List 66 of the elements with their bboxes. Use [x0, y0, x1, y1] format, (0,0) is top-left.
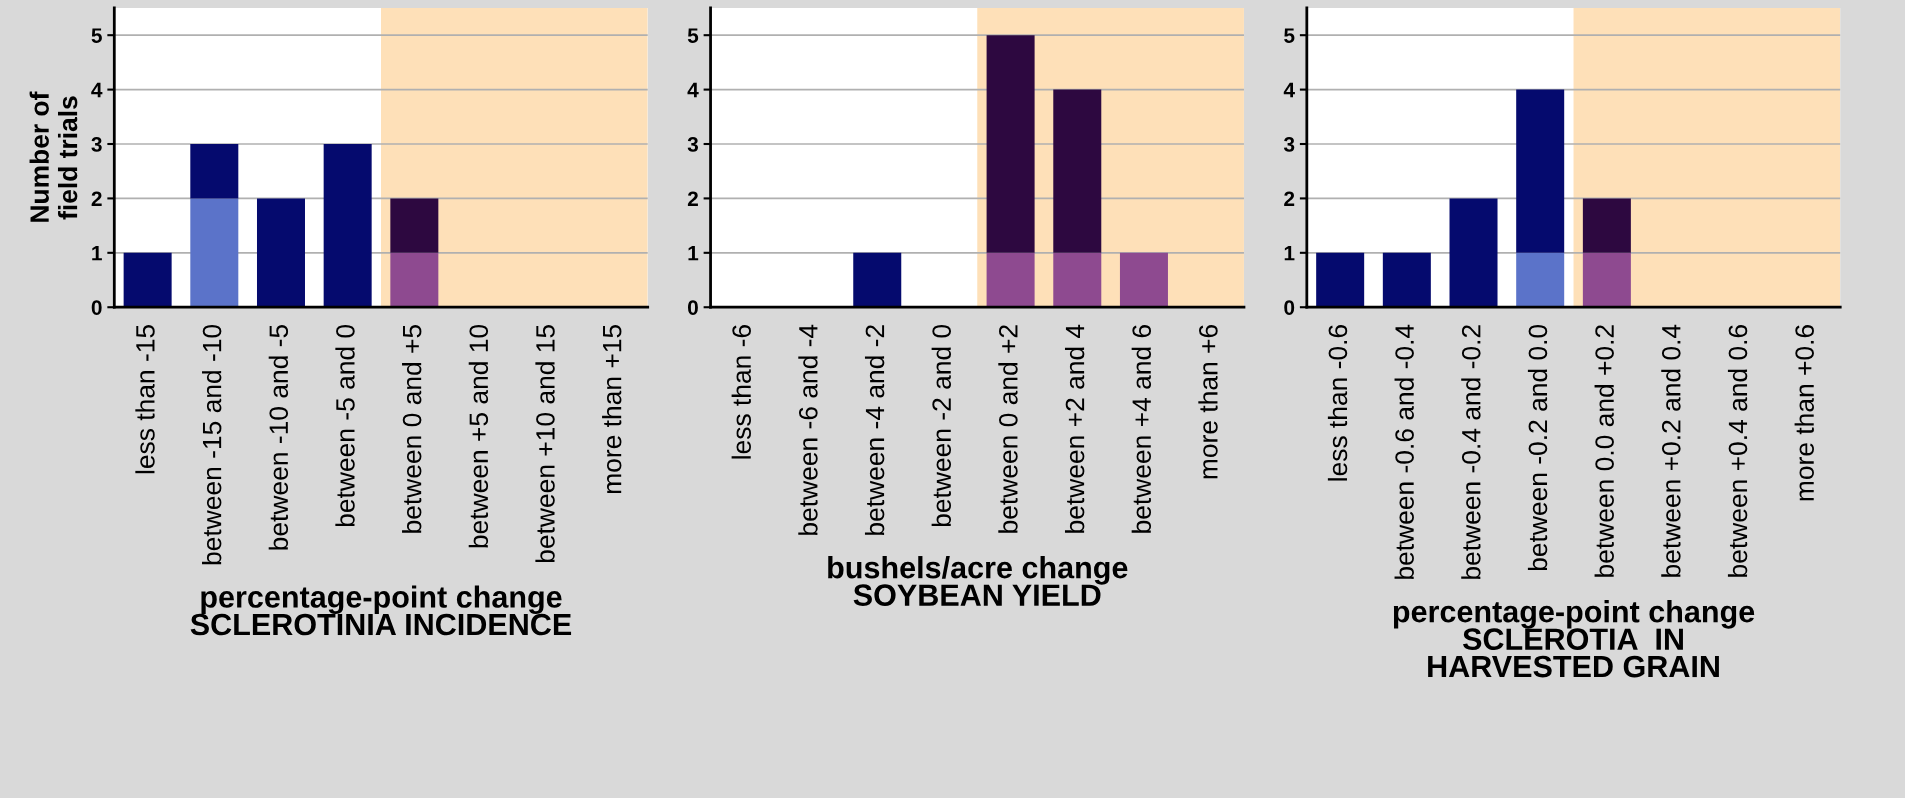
bar	[323, 144, 372, 308]
x-tick-label: less than -6	[731, 325, 751, 459]
y-tick-label: 4	[1283, 82, 1295, 98]
y-tick-label: 3	[1283, 137, 1295, 152]
y-tick-label: 5	[1284, 28, 1295, 43]
bar	[1516, 89, 1565, 253]
bar	[123, 252, 172, 308]
x-tick-label: between +0.2 and 0.4	[1661, 324, 1681, 577]
x-tick-label: between 0.0 and +0.2	[1594, 325, 1614, 577]
x-axis-title: percentage-point change SCLEROTIA IN HARVESTED GRAIN	[1393, 600, 1755, 678]
y-tick-label: 0	[1284, 300, 1295, 315]
y-tick-label: 4	[687, 82, 699, 98]
bar	[1053, 252, 1102, 308]
x-tick-label: more than +6	[1198, 325, 1218, 479]
bar	[1582, 252, 1631, 308]
bar	[1316, 252, 1365, 308]
x-tick-label: between 0 and +5	[402, 324, 422, 533]
bar	[190, 198, 239, 308]
x-tick-label: between -10 and -5	[268, 324, 289, 550]
y-tick-label: 2	[1284, 191, 1295, 206]
x-tick-label: between 0 and +2	[998, 325, 1018, 533]
bar	[986, 35, 1035, 253]
bar	[1582, 198, 1631, 253]
y-tick-label: 5	[91, 28, 102, 43]
x-tick-label: between +0.4 and 0.6	[1727, 325, 1748, 577]
bar	[390, 198, 439, 253]
x-tick-label: between +2 and 4	[1064, 324, 1085, 533]
y-tick-label: 3	[91, 137, 102, 152]
x-tick-label: between +4 and 6	[1131, 325, 1152, 533]
y-tick-label: 2	[687, 191, 698, 206]
y-tick-label: 1	[1284, 246, 1295, 261]
x-tick-label: more than +15	[602, 324, 622, 494]
y-axis-title: Number of field trials	[29, 91, 78, 222]
bar	[1053, 89, 1102, 253]
bar	[853, 252, 902, 308]
x-tick-label: between -2 and 0	[931, 324, 952, 527]
y-tick-label: 1	[688, 246, 699, 261]
bar	[256, 198, 305, 308]
bar	[190, 144, 239, 199]
x-axis-title: bushels/acre change SOYBEAN YIELD	[828, 556, 1128, 606]
bar	[1516, 252, 1565, 308]
x-tick-label: between +5 and 10	[468, 324, 489, 548]
x-tick-label: between -0.4 and -0.2	[1461, 325, 1481, 579]
x-tick-label: more than +0.6	[1794, 325, 1814, 501]
y-tick-label: 0	[91, 300, 102, 315]
x-tick-label: between -15 and -10	[202, 324, 222, 565]
y-tick-label: 2	[91, 191, 102, 206]
y-tick-label: 1	[92, 246, 102, 261]
x-tick-label: between -4 and -2	[864, 325, 885, 535]
y-tick-label: 5	[687, 28, 699, 43]
y-tick-label: 3	[687, 137, 699, 152]
y-tick-label: 0	[688, 300, 698, 315]
x-tick-label: less than -15	[135, 324, 155, 474]
x-tick-label: less than -0.6	[1327, 325, 1348, 481]
x-tick-label: between +10 and 15	[535, 324, 555, 563]
x-tick-label: between -0.2 and 0.0	[1527, 324, 1548, 571]
bar	[390, 252, 439, 308]
y-tick-label: 4	[91, 82, 103, 98]
x-axis-title: percentage-point change SCLEROTINIA INCIDENCE	[190, 585, 572, 636]
x-tick-label: between -5 and 0	[335, 324, 355, 527]
bar	[1119, 252, 1168, 308]
x-tick-label: between -0.6 and -0.4	[1394, 324, 1414, 579]
bar	[1449, 198, 1498, 308]
x-tick-label: between -6 and -4	[798, 324, 818, 535]
bar	[986, 252, 1035, 308]
bar	[1382, 252, 1431, 308]
